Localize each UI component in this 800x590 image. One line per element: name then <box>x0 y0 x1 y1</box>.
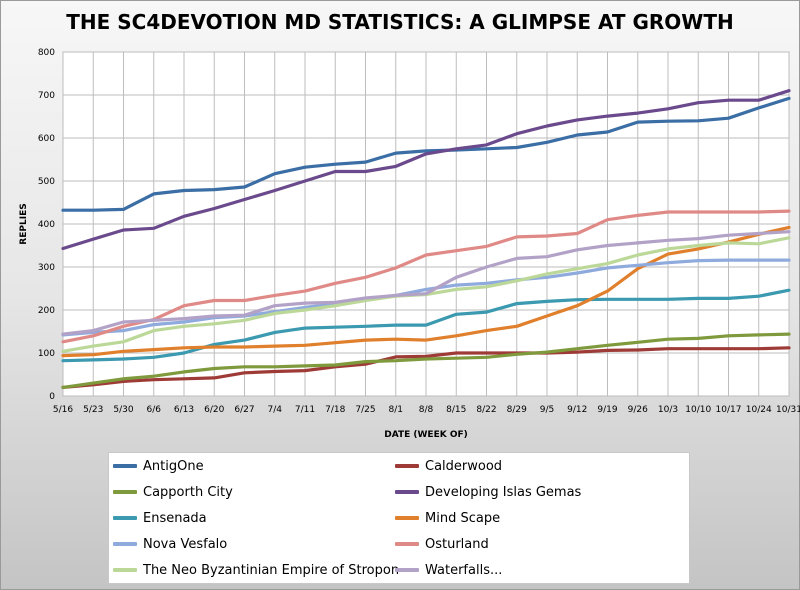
x-tick-label: 6/6 <box>147 405 162 415</box>
legend: AntigOne Calderwood Capporth City Developin… <box>108 452 690 584</box>
legend-label: Mind Scape <box>425 510 501 526</box>
legend-swatch <box>395 542 419 546</box>
series-line-0 <box>61 96 791 212</box>
x-tick-labels: 5/16 5/23 5/30 6/6 6/13 6/20 6/27 7/4 7/11 7/18 7/… <box>53 405 800 415</box>
series-line-3 <box>61 89 791 251</box>
x-tick-label: 8/8 <box>419 405 434 415</box>
series-line-7 <box>61 209 791 344</box>
legend-label: AntigOne <box>143 458 204 474</box>
y-tick-label: 400 <box>38 220 55 230</box>
x-tick-label: 8/22 <box>476 405 496 415</box>
legend-item: The Neo Byzantinian Empire of Stropon <box>113 560 399 580</box>
x-tick-label: 8/15 <box>446 405 466 415</box>
legend-swatch <box>395 568 419 572</box>
x-tick-label: 7/25 <box>355 405 375 415</box>
legend-item: Mind Scape <box>395 508 500 528</box>
x-tick-label: 10/24 <box>746 405 772 415</box>
x-tick-label: 8/29 <box>507 405 527 415</box>
legend-item: AntigOne <box>113 456 204 476</box>
legend-swatch <box>395 516 419 520</box>
legend-swatch <box>113 464 137 468</box>
y-tick-label: 700 <box>38 91 55 101</box>
x-tick-label: 9/12 <box>567 405 587 415</box>
series-line-6 <box>61 258 791 337</box>
legend-label: Nova Vesfalo <box>143 536 228 552</box>
x-axis-label: DATE (WEEK OF) <box>384 430 468 440</box>
legend-swatch <box>113 490 137 494</box>
x-tick-label: 6/27 <box>234 405 254 415</box>
x-tick-label: 9/19 <box>597 405 617 415</box>
legend-swatch <box>395 490 419 494</box>
legend-item: Waterfalls... <box>395 560 502 580</box>
legend-item: Developing Islas Gemas <box>395 482 581 502</box>
legend-label: The Neo Byzantinian Empire of Stropon <box>143 562 400 578</box>
series-line-2 <box>61 332 791 389</box>
series-line-1 <box>61 346 791 389</box>
x-tick-label: 10/3 <box>658 405 678 415</box>
series-line-4 <box>61 288 791 363</box>
y-tick-label: 600 <box>38 134 55 144</box>
y-axis-label: REPLIES <box>19 203 29 244</box>
y-tick-label: 500 <box>38 177 55 187</box>
legend-item: Nova Vesfalo <box>113 534 227 554</box>
x-tick-label: 10/31 <box>776 405 800 415</box>
legend-label: Waterfalls... <box>425 562 503 578</box>
y-tick-label: 100 <box>38 349 55 359</box>
x-tick-label: 6/20 <box>204 405 224 415</box>
legend-swatch <box>113 542 137 546</box>
legend-item: Ensenada <box>113 508 207 528</box>
y-tick-label: 200 <box>38 306 55 316</box>
legend-item: Osturland <box>395 534 489 554</box>
x-tick-label: 5/16 <box>53 405 73 415</box>
legend-item: Calderwood <box>395 456 502 476</box>
x-tick-label: 5/30 <box>113 405 133 415</box>
series-line-5 <box>61 225 791 358</box>
x-tick-label: 9/5 <box>540 405 554 415</box>
legend-swatch <box>113 516 137 520</box>
legend-swatch <box>113 568 137 572</box>
legend-swatch <box>395 464 419 468</box>
x-tick-label: 7/11 <box>295 405 315 415</box>
x-tick-label: 7/4 <box>268 405 283 415</box>
chart-area: 0 100 200 300 400 500 600 700 800 5/16 5/23 5/30 6/… <box>19 48 800 440</box>
legend-item: Capporth City <box>113 482 233 502</box>
y-tick-label: 300 <box>38 263 55 273</box>
y-tick-label: 0 <box>49 392 55 402</box>
y-tick-labels: 0 100 200 300 400 500 600 700 800 <box>38 48 55 402</box>
x-tick-label: 5/23 <box>83 405 103 415</box>
series-line-9 <box>61 230 791 336</box>
legend-label: Ensenada <box>143 510 207 526</box>
x-tick-label: 9/26 <box>628 405 648 415</box>
legend-label: Developing Islas Gemas <box>425 484 582 500</box>
x-tick-label: 10/10 <box>685 405 711 415</box>
x-tick-label: 10/17 <box>716 405 742 415</box>
legend-label: Calderwood <box>425 458 503 474</box>
legend-label: Osturland <box>425 536 489 552</box>
chart-title: THE SC4DEVOTION MD STATISTICS: A GLIMPSE… <box>66 10 734 34</box>
x-tick-label: 8/1 <box>389 405 403 415</box>
legend-label: Capporth City <box>143 484 233 500</box>
x-tick-label: 7/18 <box>325 405 345 415</box>
x-tick-label: 6/13 <box>174 405 194 415</box>
y-tick-label: 800 <box>38 48 55 58</box>
series-lines <box>61 89 791 389</box>
